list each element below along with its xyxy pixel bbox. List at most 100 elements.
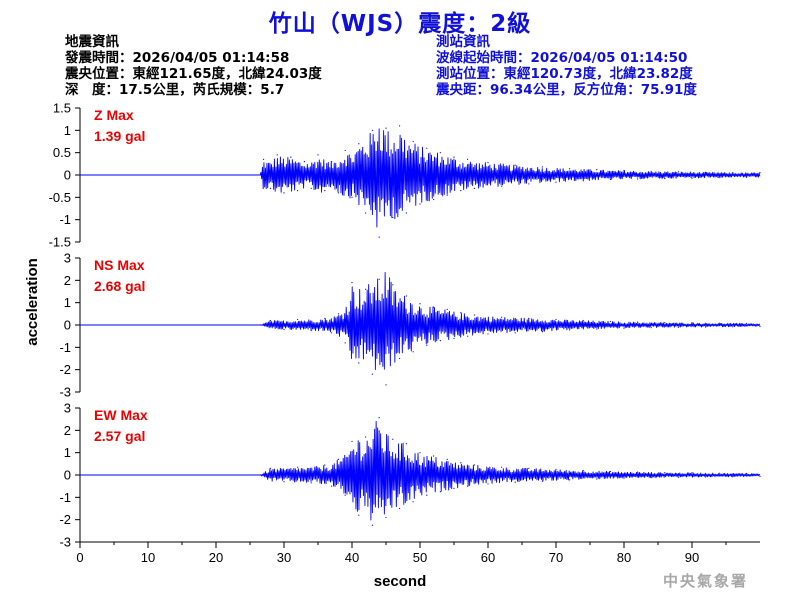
data-point-ew <box>365 436 367 438</box>
data-point-ew <box>310 482 312 484</box>
data-point-z <box>378 236 380 238</box>
data-point-ew <box>637 471 639 473</box>
y-tick-label-ew: 1 <box>64 445 71 460</box>
data-point-ew <box>609 470 612 473</box>
data-point-ew <box>541 480 544 482</box>
data-point-ns <box>269 319 271 322</box>
data-point-ns <box>337 313 339 315</box>
y-tick-label-z: -1.5 <box>49 235 71 250</box>
data-point-z <box>759 172 761 174</box>
data-point-z <box>453 156 455 158</box>
data-point-z <box>555 181 557 183</box>
y-tick-label-z: 1.5 <box>53 101 71 116</box>
data-point-z <box>439 152 441 154</box>
data-point-ew <box>269 467 271 469</box>
event-info-block: 地震資訊 發震時間：2026/04/05 01:14:58 震央位置：東經121… <box>65 34 322 98</box>
y-tick-label-ns: 0 <box>64 318 71 333</box>
max-value-ew: 2.57 gal <box>94 428 145 444</box>
y-tick-label-ew: 2 <box>64 423 71 438</box>
data-point-ew <box>596 478 598 480</box>
data-point-ns <box>623 327 625 329</box>
data-point-z <box>79 174 81 176</box>
data-point-ew <box>555 468 557 471</box>
data-point-z <box>303 161 305 163</box>
data-point-ew <box>405 443 407 445</box>
data-point-ew <box>664 471 666 474</box>
data-point-z <box>487 161 489 164</box>
data-point-z <box>317 154 319 156</box>
data-point-z <box>283 192 285 194</box>
data-point-ew <box>79 474 81 476</box>
data-point-ew <box>453 487 455 489</box>
data-point-z <box>412 140 414 143</box>
data-point-ew <box>439 491 441 493</box>
y-tick-label-ew: 3 <box>64 401 71 416</box>
x-tick-label: 90 <box>685 550 699 565</box>
data-point-ew <box>745 472 748 475</box>
data-point-z <box>745 176 748 178</box>
data-point-z <box>324 190 326 192</box>
data-point-z <box>337 192 339 194</box>
data-point-ns <box>344 342 346 344</box>
data-point-ns <box>460 312 462 314</box>
data-point-ns <box>759 325 761 328</box>
data-point-z <box>358 143 360 145</box>
data-point-z <box>664 177 666 180</box>
data-point-ew <box>528 467 530 469</box>
data-point-z <box>528 183 530 185</box>
data-point-ew <box>569 479 571 481</box>
data-point-z <box>399 125 401 127</box>
data-point-ew <box>691 472 693 474</box>
data-point-z <box>290 156 292 158</box>
max-label-ew: EW Max <box>94 407 148 423</box>
data-point-z <box>650 170 652 173</box>
depth-magnitude: 深 度：17.5公里，芮氏規模：5.7 <box>65 82 285 98</box>
max-label-z: Z Max <box>94 107 134 123</box>
data-point-ns <box>528 317 530 319</box>
data-point-ns <box>705 326 707 328</box>
data-point-ew <box>259 474 261 476</box>
data-point-ew <box>337 458 339 460</box>
data-point-ew <box>419 452 421 454</box>
data-point-ns <box>664 321 666 324</box>
data-point-z <box>460 190 462 192</box>
data-point-z <box>705 171 707 173</box>
x-tick-label: 10 <box>141 550 155 565</box>
data-point-ns <box>467 335 469 337</box>
x-tick-label: 20 <box>209 550 223 565</box>
data-point-ns <box>405 295 407 297</box>
max-value-z: 1.39 gal <box>94 128 145 144</box>
data-point-ns <box>412 351 414 353</box>
data-point-ns <box>324 317 326 319</box>
data-point-ew <box>331 485 333 487</box>
y-tick-label-ns: -2 <box>59 362 71 377</box>
y-tick-label-z: 0.5 <box>53 145 71 160</box>
data-point-ew <box>650 477 652 479</box>
data-point-z <box>344 149 346 152</box>
data-point-ew <box>433 455 435 457</box>
y-tick-label-ns: 3 <box>64 251 71 266</box>
data-point-ew <box>623 477 625 479</box>
data-point-ew <box>467 485 469 487</box>
y-axis-label: acceleration <box>24 258 41 346</box>
data-point-z <box>732 172 734 174</box>
station-info-heading: 測站資訊 <box>436 34 490 50</box>
data-point-ew <box>514 481 516 483</box>
data-point-ew <box>371 524 373 526</box>
data-point-ew <box>297 466 299 468</box>
data-point-z <box>473 187 475 189</box>
data-point-ew <box>487 483 489 485</box>
station-info-block: 測站資訊 波線起始時間：2026/04/05 01:14:50 測站位置：東經1… <box>436 34 697 98</box>
data-point-ns <box>609 320 612 323</box>
data-point-ew <box>378 417 380 419</box>
y-tick-label-ns: 1 <box>64 295 71 310</box>
data-point-ns <box>453 337 455 339</box>
y-tick-label-z: 0 <box>64 168 71 183</box>
data-point-ew <box>426 494 428 496</box>
data-point-ns <box>637 321 639 323</box>
waveform-z <box>80 128 761 228</box>
data-point-z <box>609 178 612 181</box>
data-point-ew <box>385 516 387 519</box>
y-tick-label-z: 1 <box>64 123 71 138</box>
